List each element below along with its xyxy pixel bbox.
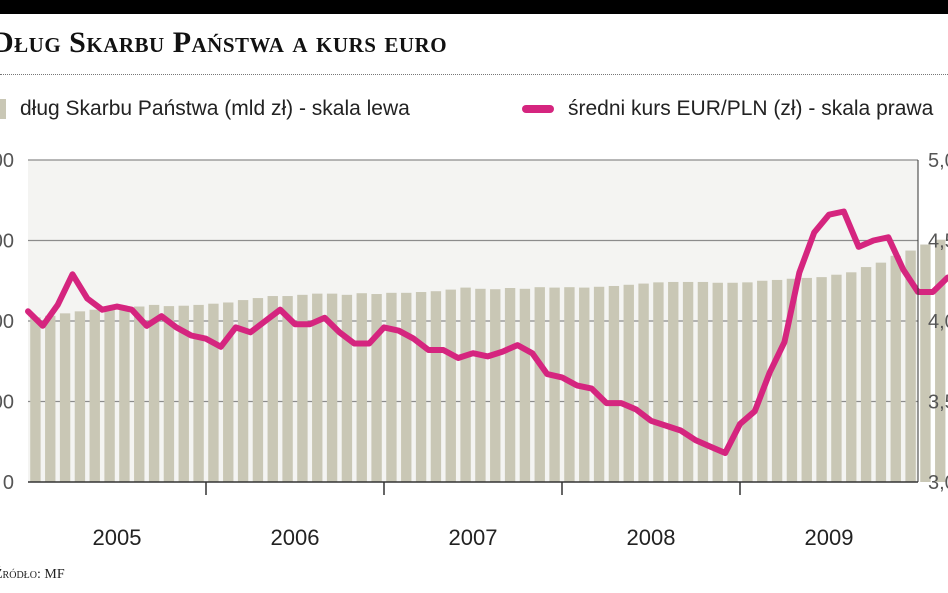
left-tick-label: 800 — [0, 150, 14, 172]
debt-bar — [341, 294, 353, 482]
debt-bar — [282, 296, 293, 482]
debt-bar — [490, 289, 501, 482]
legend-line-swatch — [522, 105, 554, 113]
debt-bar — [549, 287, 560, 482]
debt-bar — [193, 304, 204, 482]
debt-bar — [460, 287, 471, 482]
debt-bar — [608, 285, 620, 482]
debt-bar — [846, 272, 857, 482]
debt-bar — [297, 294, 308, 482]
eur-pln-series-line — [25, 208, 948, 456]
debt-bar — [668, 281, 679, 482]
debt-bar — [148, 304, 160, 482]
debt-bar — [816, 277, 827, 482]
year-label: 2007 — [449, 525, 498, 550]
debt-bar — [920, 244, 931, 482]
debt-bar — [386, 292, 397, 482]
debt-bar — [890, 255, 901, 482]
debt-bar — [119, 306, 130, 482]
year-label: 2009 — [805, 525, 854, 550]
debt-bar — [326, 293, 338, 482]
debt-bar — [831, 274, 842, 482]
debt-bar — [623, 284, 634, 482]
debt-bar — [237, 300, 249, 482]
debt-bar — [445, 289, 456, 482]
legend-bar-swatch — [0, 99, 6, 119]
debt-bar — [59, 313, 71, 482]
debt-bar — [430, 291, 442, 482]
debt-bar — [356, 293, 367, 482]
right-tick-label: 3,0 — [928, 472, 948, 494]
debt-bar — [223, 302, 234, 482]
debt-bar — [371, 294, 382, 482]
axes: 0 200 400 600 800 3,0 3,5 4,0 4,5 5,0 2005 2006 2007… — [0, 150, 948, 550]
source-note: Źródło: MF — [0, 567, 65, 582]
debt-bar — [742, 282, 753, 482]
debt-bar — [267, 296, 278, 482]
debt-bar — [860, 267, 872, 482]
debt-bar — [697, 281, 709, 482]
debt-bar — [74, 311, 86, 482]
right-tick-label: 4,0 — [928, 311, 948, 333]
debt-bar — [801, 277, 812, 482]
debt-bar — [475, 288, 486, 482]
debt-bar — [30, 317, 41, 482]
eur-pln-line — [25, 208, 948, 456]
debt-bar — [875, 262, 887, 482]
grid-lines — [28, 159, 918, 403]
debt-bar — [727, 282, 738, 482]
debt-bar — [653, 282, 664, 482]
debt-bar — [208, 303, 219, 482]
left-tick-label: 0 — [3, 472, 14, 494]
debt-bar — [682, 281, 694, 482]
right-tick-label: 4,5 — [928, 231, 948, 253]
debt-bar — [89, 309, 100, 482]
debt-bar — [401, 292, 412, 482]
debt-bar — [712, 282, 723, 482]
title-divider — [0, 74, 948, 75]
left-tick-label: 400 — [0, 311, 14, 333]
debt-bar — [534, 287, 545, 482]
debt-bar — [935, 239, 946, 482]
debt-bar — [905, 250, 916, 482]
debt-bar — [134, 306, 145, 482]
legend-eur-pln-label: średni kurs EUR/PLN (zł) - skala prawa — [568, 97, 934, 120]
legend-item-eur-pln: średni kurs EUR/PLN (zł) - skala prawa — [522, 97, 933, 121]
left-tick-label: 200 — [0, 392, 14, 414]
legend-debt-label: dług Skarbu Państwa (mld zł) - skala lew… — [20, 97, 410, 120]
debt-bar — [163, 306, 175, 482]
debt-bars — [30, 239, 946, 482]
right-tick-label: 5,0 — [928, 150, 948, 172]
debt-bar — [757, 280, 768, 482]
year-label: 2005 — [93, 525, 142, 550]
debt-bar — [786, 278, 798, 482]
debt-bar — [638, 283, 649, 482]
debt-bar — [593, 286, 605, 482]
debt-bar — [771, 279, 783, 482]
left-tick-label: 600 — [0, 231, 14, 253]
debt-bar — [312, 293, 323, 482]
top-black-bar — [0, 0, 948, 14]
legend-item-debt: dług Skarbu Państwa (mld zł) - skala lew… — [0, 97, 410, 121]
debt-bar — [415, 292, 427, 482]
debt-bar — [252, 298, 264, 482]
debt-bar — [519, 288, 531, 482]
debt-bar — [504, 287, 516, 482]
year-label: 2008 — [627, 525, 676, 550]
right-tick-label: 3,5 — [928, 392, 948, 414]
debt-bar — [45, 315, 56, 482]
debt-bar — [178, 305, 189, 482]
year-label: 2006 — [271, 525, 320, 550]
chart-title: Dług Skarbu Państwa a kurs euro — [0, 26, 448, 59]
debt-bar — [104, 307, 115, 482]
